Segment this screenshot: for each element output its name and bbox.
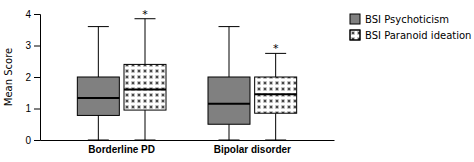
annotation: * bbox=[142, 8, 148, 21]
x-tick-label: Borderline PD bbox=[88, 144, 155, 155]
whisker-high bbox=[145, 19, 146, 65]
y-tick-label: 0 bbox=[25, 135, 31, 146]
box-body bbox=[255, 77, 297, 113]
whisker-high bbox=[98, 27, 99, 77]
median bbox=[255, 93, 297, 95]
y-tick: 0 bbox=[25, 135, 40, 146]
median bbox=[77, 97, 119, 99]
y-axis-line bbox=[34, 15, 41, 141]
legend-label: BSI Paranoid ideation bbox=[365, 30, 471, 41]
y-tick: 2 bbox=[25, 72, 40, 83]
y-tick-label: 2 bbox=[25, 72, 31, 83]
y-tick-label: 4 bbox=[25, 9, 31, 20]
y-tick-label: 3 bbox=[25, 40, 31, 51]
median bbox=[208, 103, 250, 105]
box-body bbox=[77, 77, 119, 115]
plot: 01234Borderline PDBipolar disorder** bbox=[25, 8, 334, 155]
whisker-low bbox=[98, 115, 99, 140]
box-body bbox=[124, 64, 166, 110]
median bbox=[124, 89, 166, 91]
y-tick-mark bbox=[34, 140, 40, 141]
box bbox=[208, 27, 250, 140]
whisker-high bbox=[229, 27, 230, 77]
y-tick: 4 bbox=[25, 9, 40, 20]
legend-item: BSI Paranoid ideation bbox=[350, 30, 471, 41]
annotation: * bbox=[273, 42, 279, 55]
whisker-low bbox=[229, 124, 230, 140]
x-tick-label: Bipolar disorder bbox=[214, 144, 291, 155]
whisker-high bbox=[275, 53, 276, 77]
whisker-low bbox=[145, 110, 146, 140]
y-tick-mark bbox=[34, 46, 40, 47]
whisker-low bbox=[275, 113, 276, 140]
x-tick: Borderline PD bbox=[88, 144, 155, 155]
legend: BSI Psychoticism BSI Paranoid ideation bbox=[350, 14, 471, 41]
y-tick-mark bbox=[34, 77, 40, 78]
y-axis-title: Mean Score bbox=[3, 48, 14, 106]
x-axis-line bbox=[41, 140, 335, 141]
box bbox=[255, 53, 297, 140]
x-tick: Bipolar disorder bbox=[214, 144, 291, 155]
legend-item: BSI Psychoticism bbox=[350, 14, 449, 25]
box-hatch bbox=[124, 64, 166, 110]
legend-swatch-hatch bbox=[350, 30, 360, 40]
box-hatch bbox=[255, 77, 297, 113]
boxes bbox=[77, 19, 296, 140]
y-tick: 1 bbox=[25, 103, 40, 114]
box bbox=[77, 27, 119, 140]
y-tick: 3 bbox=[25, 40, 40, 51]
cap-high bbox=[219, 26, 240, 27]
y-tick-mark bbox=[34, 14, 40, 15]
cap-high bbox=[88, 26, 109, 27]
cap-low bbox=[265, 140, 286, 141]
cap-low bbox=[88, 140, 109, 141]
cap-low bbox=[219, 140, 240, 141]
x-axis: Borderline PD Bipolar disorder bbox=[41, 141, 335, 156]
chart: 01234Borderline PDBipolar disorder**Mean… bbox=[0, 0, 474, 162]
cap-low bbox=[135, 140, 156, 141]
y-tick-mark bbox=[34, 109, 40, 110]
legend-label: BSI Psychoticism bbox=[365, 14, 449, 25]
legend-swatch bbox=[350, 14, 360, 24]
y-axis: 0 1 2 3 4 bbox=[25, 9, 40, 146]
box-body bbox=[208, 77, 250, 124]
box bbox=[124, 19, 166, 140]
annotations: ** bbox=[142, 8, 279, 56]
legend-swatch bbox=[350, 30, 360, 40]
y-tick-label: 1 bbox=[25, 103, 31, 114]
